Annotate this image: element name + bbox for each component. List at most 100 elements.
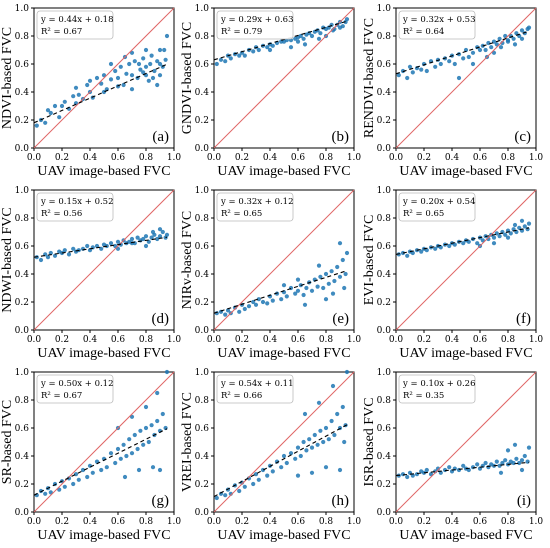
panel-b: 0.0 0.2 0.4 0.6 0.8 1.0 0.0 0.2 0.4 0.6 0.8 1.0 y = … xyxy=(180,4,361,179)
data-point xyxy=(461,56,466,61)
data-point xyxy=(135,446,140,452)
data-point xyxy=(223,59,228,64)
data-point xyxy=(34,123,39,128)
data-point xyxy=(295,277,301,282)
data-point xyxy=(295,288,301,293)
data-point xyxy=(511,460,516,466)
data-point xyxy=(279,465,284,470)
equation-label: y = 0.10x + 0.26 xyxy=(402,379,476,389)
data-point xyxy=(517,225,522,230)
data-point xyxy=(146,439,151,445)
panel-label: (c) xyxy=(514,129,531,145)
x-tick-label: 0.6 xyxy=(111,153,126,163)
x-tick-label: 0.6 xyxy=(291,153,306,163)
x-tick-label: 0.4 xyxy=(263,153,278,163)
y-tick-label: 0.2 xyxy=(195,480,209,490)
data-point xyxy=(519,458,525,463)
x-tick-label: 0.6 xyxy=(291,517,306,527)
y-tick-label: 0.8 xyxy=(195,214,210,224)
data-point xyxy=(447,465,452,470)
data-point xyxy=(323,271,329,277)
data-point xyxy=(160,411,165,417)
y-axis-label: SR-based FVC xyxy=(0,400,15,484)
data-point xyxy=(214,495,219,501)
equation-box xyxy=(216,192,294,222)
data-point xyxy=(164,232,170,237)
data-point xyxy=(486,40,491,46)
y-tick-label: 1.0 xyxy=(195,368,210,378)
data-point xyxy=(160,229,165,235)
y-tick-label: 0.8 xyxy=(195,32,210,42)
data-point xyxy=(85,243,90,249)
data-point xyxy=(228,56,233,61)
x-tick-label: 0.6 xyxy=(473,335,488,345)
r2-label: R² = 0.64 xyxy=(403,27,444,37)
equation-box xyxy=(398,10,476,40)
data-point xyxy=(101,89,107,95)
x-axis-label: UAV image-based FVC xyxy=(217,164,350,179)
data-point xyxy=(157,47,163,53)
x-tick-label: 1.0 xyxy=(167,153,182,163)
data-point xyxy=(127,437,132,442)
equation-box xyxy=(216,10,294,40)
data-point xyxy=(279,297,284,302)
x-tick-label: 0.8 xyxy=(501,153,516,163)
x-tick-label: 1.0 xyxy=(167,335,182,345)
data-point xyxy=(129,236,135,242)
equation-box xyxy=(36,10,114,40)
data-point xyxy=(265,301,270,306)
data-point xyxy=(138,428,143,433)
data-point xyxy=(503,458,508,463)
x-tick-label: 0.4 xyxy=(445,153,460,163)
data-point xyxy=(519,28,525,33)
data-point xyxy=(108,451,114,456)
panel-label: (d) xyxy=(152,311,170,327)
panel-h: 0.0 0.2 0.4 0.6 0.8 1.0 0.0 0.2 0.4 0.6 0.8 1.0 y = … xyxy=(180,368,361,543)
x-tick-label: 0.2 xyxy=(417,335,431,345)
x-tick-label: 0.8 xyxy=(139,153,154,163)
data-point xyxy=(438,61,443,67)
y-axis-label: VREI-based FVC xyxy=(180,392,195,492)
data-point xyxy=(508,231,513,236)
one-to-one-line xyxy=(395,371,537,513)
x-axis-label: UAV image-based FVC xyxy=(37,346,170,361)
data-point xyxy=(260,299,266,305)
x-tick-label: 0.2 xyxy=(235,153,249,163)
data-point xyxy=(127,61,132,67)
y-tick-label: 0.0 xyxy=(377,326,392,336)
y-tick-label: 0.8 xyxy=(15,32,30,42)
data-point xyxy=(113,460,118,466)
data-point xyxy=(497,234,502,239)
data-point xyxy=(400,472,406,477)
data-point xyxy=(405,474,410,480)
data-point xyxy=(456,467,462,473)
data-point xyxy=(526,221,532,226)
panel-label: (f) xyxy=(516,311,531,327)
data-point xyxy=(155,418,160,424)
data-point xyxy=(143,404,149,410)
y-tick-label: 0.4 xyxy=(15,270,30,280)
data-point xyxy=(309,288,315,293)
r2-label: R² = 0.66 xyxy=(221,391,262,401)
data-point xyxy=(136,467,142,473)
data-point xyxy=(302,411,308,417)
data-point xyxy=(66,252,72,257)
data-point xyxy=(150,229,156,235)
data-point xyxy=(76,477,81,482)
data-point xyxy=(164,33,170,39)
fit-line xyxy=(33,428,168,496)
data-point xyxy=(43,120,48,125)
y-axis-label: RENDVI-based FVC xyxy=(362,18,377,138)
x-tick-label: 0.0 xyxy=(27,517,42,527)
y-tick-label: 0.0 xyxy=(195,144,210,154)
data-point xyxy=(94,75,100,81)
data-point xyxy=(424,248,429,253)
data-point xyxy=(410,250,415,256)
data-point xyxy=(466,239,471,244)
data-point xyxy=(143,425,149,431)
y-tick-label: 0.2 xyxy=(15,298,29,308)
x-tick-label: 0.4 xyxy=(445,335,460,345)
one-to-one-line xyxy=(33,7,175,149)
data-point xyxy=(118,456,123,461)
data-point xyxy=(512,442,518,447)
